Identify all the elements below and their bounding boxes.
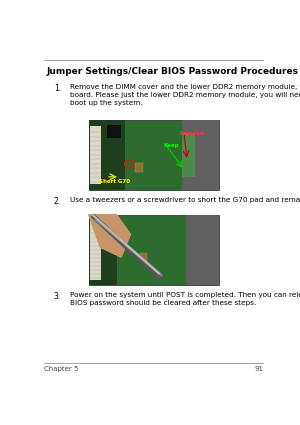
Bar	[107, 125, 121, 138]
Bar	[135, 163, 142, 172]
Bar	[89, 215, 219, 285]
Bar	[140, 253, 147, 262]
Bar	[89, 215, 117, 285]
Text: 2.: 2.	[54, 197, 61, 206]
Text: Power on the system until POST is completed. Then you can release the tweezers o: Power on the system until POST is comple…	[70, 292, 300, 306]
Text: Keep: Keep	[163, 143, 179, 147]
Text: Chapter 5: Chapter 5	[44, 366, 79, 372]
Bar	[89, 120, 125, 190]
Text: Use a tweezers or a screwdriver to short the G70 pad and remain the short status: Use a tweezers or a screwdriver to short…	[70, 197, 300, 203]
Text: Remove the DIMM cover and the lower DDR2 memory module, then find out the G70 po: Remove the DIMM cover and the lower DDR2…	[70, 85, 300, 106]
Text: Remove: Remove	[179, 131, 204, 136]
Text: 1.: 1.	[54, 85, 61, 94]
Text: Short G70: Short G70	[99, 179, 130, 184]
Bar	[90, 220, 101, 280]
Text: 3.: 3.	[54, 292, 61, 300]
Bar	[182, 133, 195, 177]
Bar	[182, 120, 219, 190]
Text: Jumper Settings/Clear BIOS Password Procedures: Jumper Settings/Clear BIOS Password Proc…	[47, 67, 299, 76]
Polygon shape	[89, 215, 130, 257]
Bar	[89, 120, 219, 190]
Text: 91: 91	[254, 366, 263, 372]
Bar	[186, 215, 219, 285]
Bar	[90, 126, 101, 184]
